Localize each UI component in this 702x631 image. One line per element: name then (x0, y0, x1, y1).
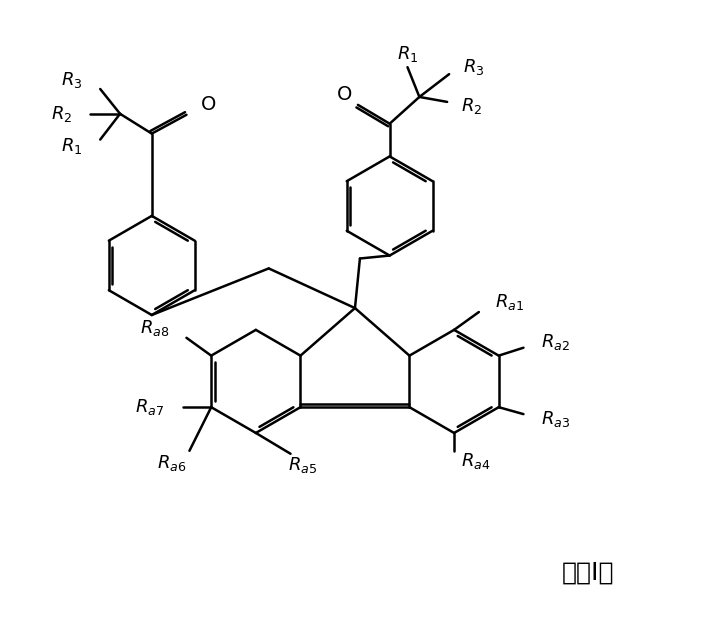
Text: $R_3$: $R_3$ (463, 57, 484, 77)
Text: $R_{a8}$: $R_{a8}$ (140, 318, 170, 338)
Text: $R_2$: $R_2$ (51, 103, 72, 124)
Text: O: O (338, 85, 352, 105)
Text: $R_1$: $R_1$ (397, 44, 418, 64)
Text: 式（I）: 式（I） (562, 561, 614, 585)
Text: $R_2$: $R_2$ (461, 96, 482, 116)
Text: $R_{a5}$: $R_{a5}$ (288, 455, 317, 475)
Text: $R_{a2}$: $R_{a2}$ (541, 332, 570, 351)
Text: $R_{a4}$: $R_{a4}$ (461, 451, 491, 471)
Text: $R_{a1}$: $R_{a1}$ (495, 292, 524, 312)
Text: O: O (201, 95, 217, 114)
Text: $R_3$: $R_3$ (61, 70, 82, 90)
Text: $R_{a7}$: $R_{a7}$ (135, 397, 164, 417)
Text: $R_1$: $R_1$ (61, 136, 82, 155)
Text: $R_{a6}$: $R_{a6}$ (157, 452, 186, 473)
Text: $R_{a3}$: $R_{a3}$ (541, 409, 571, 429)
